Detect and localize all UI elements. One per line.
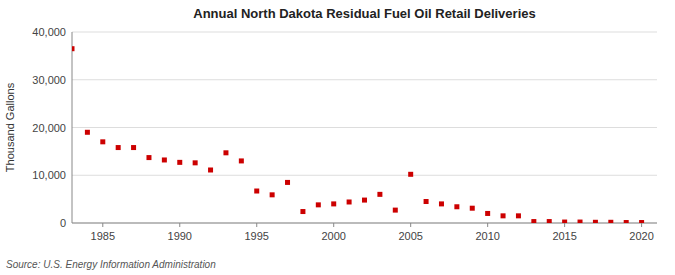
x-tick <box>333 223 334 227</box>
y-axis-line <box>72 32 73 223</box>
point <box>516 213 521 218</box>
y-tick-label: 20,000 <box>32 122 66 134</box>
point <box>624 220 629 223</box>
chart-container: Annual North Dakota Residual Fuel Oil Re… <box>0 0 675 275</box>
grid-line <box>72 32 657 33</box>
point <box>531 219 536 223</box>
point <box>239 158 244 163</box>
grid-line <box>72 127 657 128</box>
x-tick <box>641 223 642 227</box>
point <box>331 201 336 206</box>
source-note: Source: U.S. Energy Information Administ… <box>6 259 216 270</box>
point <box>85 130 90 135</box>
point <box>362 198 367 203</box>
grid-line <box>72 223 657 224</box>
point <box>562 220 567 223</box>
points <box>72 46 644 223</box>
point <box>116 145 121 150</box>
x-tick <box>102 223 103 227</box>
x-tick-label: 2010 <box>475 230 499 242</box>
x-tick-label: 2000 <box>321 230 345 242</box>
point <box>501 213 506 218</box>
chart-svg: Annual North Dakota Residual Fuel Oil Re… <box>0 0 675 275</box>
y-tick-label: 40,000 <box>32 26 66 38</box>
point <box>608 220 613 223</box>
grid-line <box>72 175 657 176</box>
point <box>131 145 136 150</box>
point <box>470 206 475 211</box>
point <box>177 160 182 165</box>
x-axis-line <box>72 223 657 224</box>
point <box>316 202 321 207</box>
y-grid <box>72 32 657 223</box>
point <box>193 160 198 165</box>
grid-line <box>72 79 657 80</box>
y-tick-label: 0 <box>60 217 66 229</box>
point <box>439 201 444 206</box>
point <box>300 209 305 214</box>
x-tick-label: 2005 <box>398 230 422 242</box>
point <box>285 180 290 185</box>
x-tick <box>564 223 565 227</box>
x-tick-label: 1990 <box>168 230 192 242</box>
point <box>347 199 352 204</box>
x-tick-label: 2015 <box>552 230 576 242</box>
x-tick <box>256 223 257 227</box>
point <box>578 220 583 223</box>
x-tick-label: 2020 <box>629 230 653 242</box>
point <box>208 167 213 172</box>
title: Annual North Dakota Residual Fuel Oil Re… <box>193 6 535 21</box>
point <box>377 192 382 197</box>
point <box>639 220 644 223</box>
point <box>270 192 275 197</box>
point <box>393 208 398 213</box>
y-axis-label: Thousand Gallons <box>4 82 16 172</box>
x-tick <box>410 223 411 227</box>
point <box>146 155 151 160</box>
point <box>424 199 429 204</box>
x-tick <box>487 223 488 227</box>
y-tick-label: 30,000 <box>32 74 66 86</box>
x-tick-label: 1995 <box>244 230 268 242</box>
point <box>72 46 75 51</box>
point <box>254 189 259 194</box>
x-tick-label: 1985 <box>91 230 115 242</box>
point <box>547 219 552 223</box>
x-tick <box>179 223 180 227</box>
point <box>100 139 105 144</box>
y-tick-label: 10,000 <box>32 169 66 181</box>
y-axis: 0 10,000 20,000 30,000 40,000 <box>32 26 72 229</box>
x-axis: 1985 1990 1995 2000 2005 2010 2015 2020 <box>72 223 657 242</box>
point <box>454 204 459 209</box>
point <box>485 211 490 216</box>
point <box>408 172 413 177</box>
point <box>593 220 598 223</box>
point <box>223 150 228 155</box>
point <box>162 157 167 162</box>
